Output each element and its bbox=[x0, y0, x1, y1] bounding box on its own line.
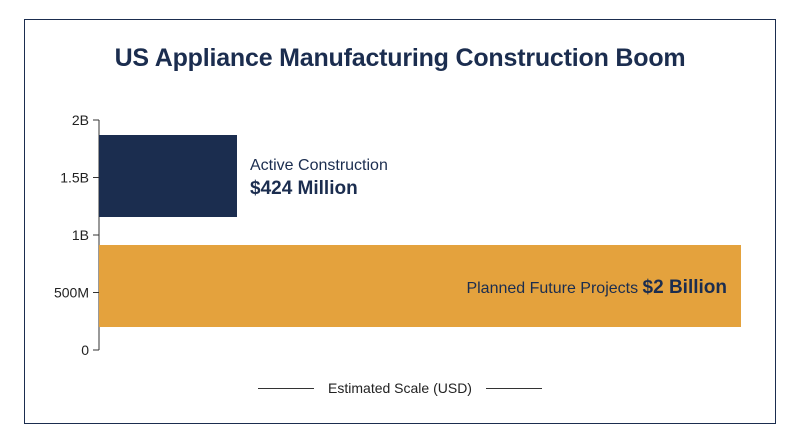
bar-value-label: $424 Million bbox=[250, 178, 358, 199]
y-tick-label: 0 bbox=[81, 342, 89, 358]
chart-title: US Appliance Manufacturing Construction … bbox=[114, 44, 686, 72]
y-tick-label: 500M bbox=[54, 285, 89, 301]
chart-frame bbox=[24, 19, 776, 424]
bar-category-label: Planned Future Projects bbox=[466, 280, 642, 297]
bar-active-construction bbox=[99, 135, 237, 217]
caption-right-rule bbox=[485, 387, 542, 389]
x-axis-label: Estimated Scale (USD) bbox=[328, 380, 472, 396]
y-tick-label: 2B bbox=[72, 112, 89, 128]
bar-inline-label: Planned Future Projects $2 Billion bbox=[466, 277, 727, 298]
y-tick-label: 1.5B bbox=[60, 170, 89, 186]
y-tick-label: 1B bbox=[72, 227, 89, 243]
x-axis-caption-row: Estimated Scale (USD) bbox=[0, 380, 800, 396]
bar-value-label: $2 Billion bbox=[643, 277, 727, 298]
bar-category-label: Active Construction bbox=[250, 157, 388, 174]
bar-planned-future-projects bbox=[99, 245, 741, 327]
caption-left-rule bbox=[258, 387, 315, 389]
